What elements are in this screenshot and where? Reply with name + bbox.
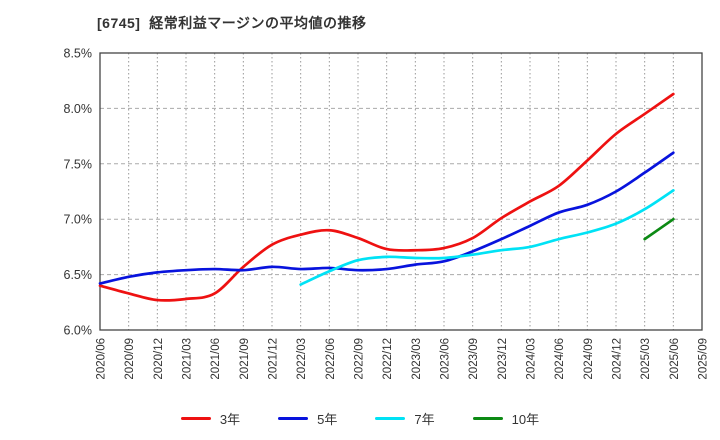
legend-item-5y: 5年 <box>278 409 337 428</box>
x-tick-label: 2021/09 <box>239 338 251 380</box>
x-tick-label: 2021/12 <box>268 338 280 380</box>
series-line-7年 <box>299 189 675 286</box>
legend-label-3y: 3年 <box>219 411 241 427</box>
series-line-10年 <box>643 217 675 241</box>
legend-label-7y: 7年 <box>414 411 435 427</box>
legend-swatch-10y <box>472 416 503 420</box>
y-tick-label: 7.0% <box>64 213 93 227</box>
x-tick-label: 2022/06 <box>325 338 337 380</box>
x-tick-label: 2022/09 <box>354 338 366 380</box>
x-tick-label: 2021/06 <box>210 338 222 380</box>
y-tick-label: 6.0% <box>64 324 93 338</box>
legend-item-10y: 10年 <box>472 409 540 428</box>
series-line-3年 <box>98 92 675 302</box>
x-tick-label: 2020/06 <box>96 338 108 380</box>
x-tick-label: 2022/12 <box>382 338 394 380</box>
x-tick-label: 2021/03 <box>182 338 194 380</box>
x-tick-label: 2025/06 <box>669 338 681 380</box>
x-tick-label: 2025/09 <box>698 338 710 380</box>
x-tick-label: 2023/12 <box>497 338 509 380</box>
plot-frame <box>99 52 703 331</box>
x-tick-label: 2023/09 <box>468 338 480 380</box>
x-tick-label: 2024/12 <box>612 338 624 380</box>
chart-title: [6745] 経常利益マージンの平均値の推移 <box>97 15 367 31</box>
x-tick-label: 2022/03 <box>296 338 308 380</box>
x-tick-label: 2024/06 <box>554 338 566 380</box>
x-tick-label: 2020/09 <box>124 338 136 380</box>
x-tick-label: 2024/03 <box>526 338 538 380</box>
legend-label-5y: 5年 <box>317 411 338 427</box>
x-tick-label: 2024/09 <box>583 338 595 380</box>
series-line-5年 <box>98 151 675 285</box>
y-tick-label: 6.5% <box>64 268 93 282</box>
legend-swatch-7y <box>375 416 406 420</box>
x-tick-label: 2023/03 <box>411 338 423 380</box>
x-tick-label: 2025/03 <box>640 338 652 380</box>
x-tick-label: 2020/12 <box>153 338 165 380</box>
y-tick-label: 8.0% <box>64 102 93 116</box>
y-tick-label: 7.5% <box>64 157 93 171</box>
y-tick-label: 8.5% <box>64 47 93 61</box>
x-tick-label: 2023/06 <box>440 338 452 380</box>
legend-swatch-3y <box>180 416 211 420</box>
legend-item-7y: 7年 <box>375 409 435 428</box>
legend-item-3y: 3年 <box>180 409 241 428</box>
legend-swatch-5y <box>278 416 309 420</box>
legend: 3年 5年 7年 10年 <box>0 405 720 431</box>
legend-label-10y: 10年 <box>511 411 540 427</box>
line-chart-canvas: 6.0% 6.5% 7.0% 7.5% 8.0% 8.5% 2020/06 2020/09 20… <box>64 47 710 380</box>
